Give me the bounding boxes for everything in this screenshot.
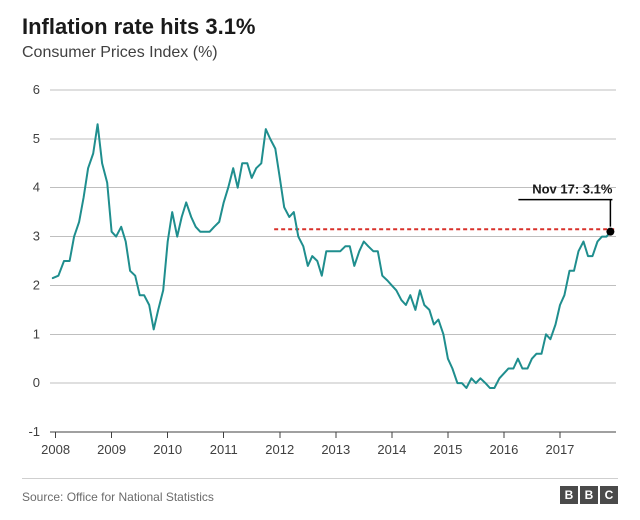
x-tick-label: 2015 (433, 442, 462, 457)
y-tick-label: 5 (33, 131, 40, 146)
y-tick-label: 4 (33, 180, 40, 195)
x-tick-label: 2014 (377, 442, 406, 457)
y-tick-label: 2 (33, 277, 40, 292)
y-tick-label: -1 (28, 424, 40, 439)
end-marker (606, 228, 614, 236)
bbc-logo-b2: B (580, 486, 598, 504)
footer-divider (22, 478, 618, 479)
x-tick-label: 2008 (41, 442, 70, 457)
line-chart: -1 0 1 2 3 4 5 6 2008 2009 2010 2011 2012 2013 2014 201… (0, 70, 640, 470)
x-tick-label: 2010 (153, 442, 182, 457)
bbc-logo: BBC (558, 486, 618, 504)
bbc-logo-c: C (600, 486, 618, 504)
chart-subtitle: Consumer Prices Index (%) (22, 44, 218, 62)
callout-text: Nov 17: 3.1% (532, 182, 613, 197)
y-tick-label: 0 (33, 375, 40, 390)
chart-title: Inflation rate hits 3.1% (22, 14, 256, 40)
source-text: Source: Office for National Statistics (22, 490, 214, 504)
y-tick-label: 6 (33, 82, 40, 97)
x-tick-label: 2013 (321, 442, 350, 457)
x-tick-label: 2009 (97, 442, 126, 457)
bbc-logo-b1: B (560, 486, 578, 504)
x-tick-label: 2012 (265, 442, 294, 457)
x-tick-label: 2017 (545, 442, 574, 457)
chart-container: Inflation rate hits 3.1% Consumer Prices… (0, 0, 640, 520)
inflation-line (53, 124, 611, 388)
x-tick-label: 2011 (210, 442, 238, 457)
x-tick-label: 2016 (489, 442, 518, 457)
y-tick-label: 1 (33, 326, 40, 341)
y-tick-label: 3 (33, 229, 40, 244)
